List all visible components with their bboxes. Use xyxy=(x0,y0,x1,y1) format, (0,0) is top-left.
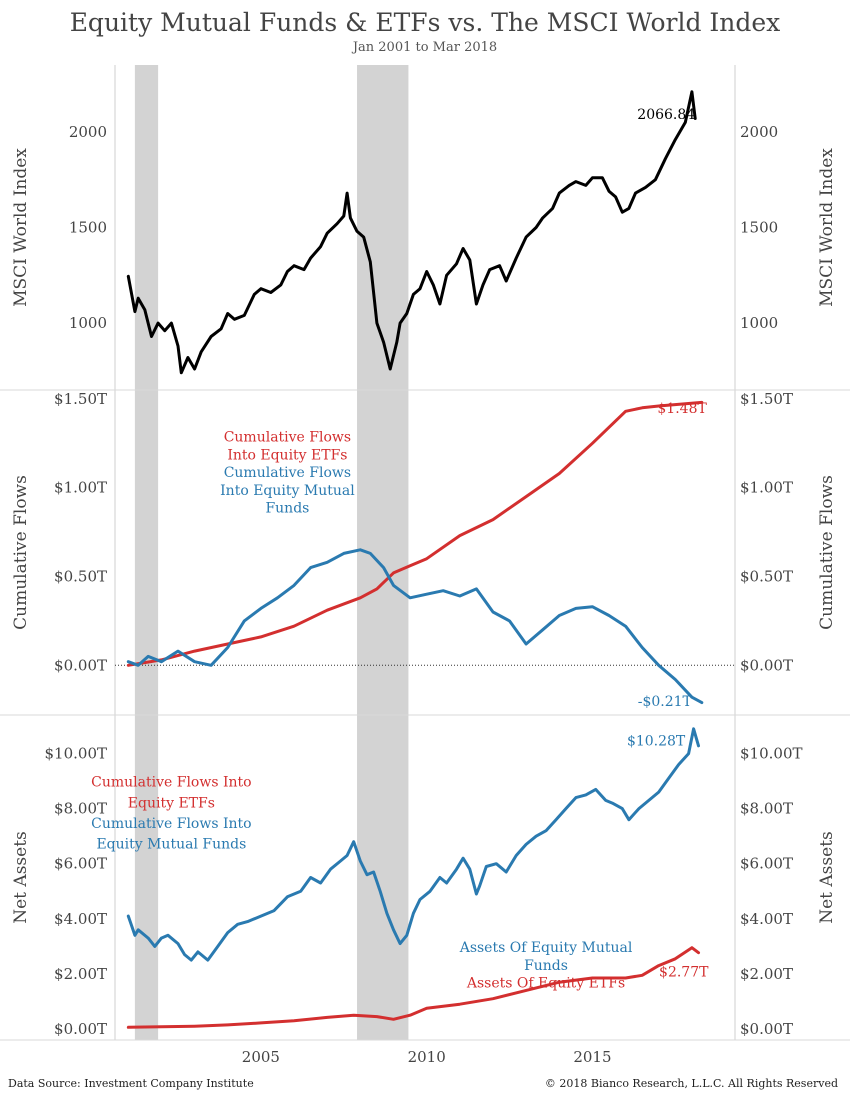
assets-ytick-right: $0.00T xyxy=(740,1020,793,1038)
assets-series-line-0 xyxy=(126,727,700,962)
assets-ylabel-left: Net Assets xyxy=(11,831,31,924)
assets-annotation: Cumulative Flows Into xyxy=(91,775,251,791)
assets-ytick-right: $8.00T xyxy=(740,800,793,818)
recession-band-0 xyxy=(134,65,159,1040)
flows-end-label: $1.48T xyxy=(657,401,707,417)
data-source-note: Data Source: Investment Company Institut… xyxy=(8,1077,254,1090)
flows-series-line-0 xyxy=(126,400,704,667)
assets-end-label: $2.77T xyxy=(659,965,709,981)
flows-ylabel-left: Cumulative Flows xyxy=(11,475,31,630)
x-tick-label: 2010 xyxy=(408,1048,446,1066)
flows-ytick-left: $0.00T xyxy=(54,656,107,674)
assets-series-line-1 xyxy=(126,946,700,1029)
assets-ytick-left: $6.00T xyxy=(54,855,107,873)
flows-ytick-right: $1.50T xyxy=(740,390,793,408)
flows-ytick-left: $1.50T xyxy=(54,390,107,408)
msci-series-line-0 xyxy=(126,90,697,375)
msci-ytick-left: 1500 xyxy=(69,219,107,237)
msci-ytick-right: 2000 xyxy=(740,123,778,141)
msci-end-label: 2066.84 xyxy=(637,107,695,123)
msci-ytick-right: 1500 xyxy=(740,219,778,237)
msci-ytick-left: 2000 xyxy=(69,123,107,141)
flows-annotation: Cumulative Flows xyxy=(224,430,351,446)
assets-ytick-right: $2.00T xyxy=(740,965,793,983)
assets-annotation: Funds xyxy=(524,958,568,974)
flows-annotation: Funds xyxy=(265,501,309,517)
assets-ytick-left: $4.00T xyxy=(54,910,107,928)
flows-series-line-1 xyxy=(126,548,704,705)
flows-end-label: -$0.21T xyxy=(638,694,693,710)
flows-annotation: Cumulative Flows xyxy=(224,465,351,481)
page-title: Equity Mutual Funds & ETFs vs. The MSCI … xyxy=(69,8,781,37)
flows-ytick-left: $0.50T xyxy=(54,567,107,585)
assets-annotation: Equity Mutual Funds xyxy=(96,837,246,853)
assets-end-label: $10.28T xyxy=(627,733,686,749)
flows-ylabel-right: Cumulative Flows xyxy=(817,475,837,630)
x-tick-label: 2015 xyxy=(573,1048,611,1066)
msci-ytick-left: 1000 xyxy=(69,314,107,332)
assets-ytick-left: $0.00T xyxy=(54,1020,107,1038)
msci-ylabel-left: MSCI World Index xyxy=(11,148,31,307)
assets-ytick-right: $4.00T xyxy=(740,910,793,928)
assets-ytick-left: $8.00T xyxy=(54,800,107,818)
flows-ytick-right: $1.00T xyxy=(740,479,793,497)
flows-annotation: Into Equity Mutual xyxy=(220,483,355,499)
flows-annotation: Into Equity ETFs xyxy=(227,447,347,463)
page-subtitle: Jan 2001 to Mar 2018 xyxy=(352,40,498,55)
assets-ytick-right: $10.00T xyxy=(740,745,803,763)
assets-annotation: Cumulative Flows Into xyxy=(91,816,251,832)
flows-ytick-right: $0.00T xyxy=(740,656,793,674)
x-tick-label: 2005 xyxy=(242,1048,280,1066)
assets-ytick-left: $2.00T xyxy=(54,965,107,983)
assets-ylabel-right: Net Assets xyxy=(817,831,837,924)
copyright-note: © 2018 Bianco Research, L.L.C. All Right… xyxy=(544,1077,838,1090)
assets-annotation: Assets Of Equity Mutual xyxy=(459,940,633,956)
flows-ytick-left: $1.00T xyxy=(54,479,107,497)
flows-ytick-right: $0.50T xyxy=(740,567,793,585)
assets-annotation: Assets Of Equity ETFs xyxy=(466,976,625,992)
assets-annotation: Equity ETFs xyxy=(128,795,215,811)
assets-ytick-right: $6.00T xyxy=(740,855,793,873)
assets-ytick-left: $10.00T xyxy=(45,745,108,763)
msci-ytick-right: 1000 xyxy=(740,314,778,332)
msci-ylabel-right: MSCI World Index xyxy=(817,148,837,307)
